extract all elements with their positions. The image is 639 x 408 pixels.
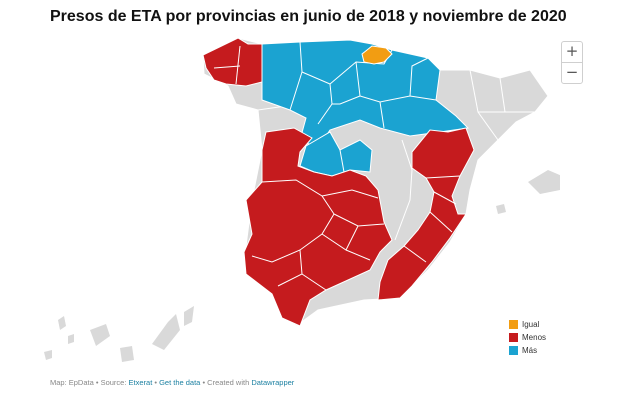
- blue-province-lines: [289, 41, 437, 173]
- southwest-province-lines: [251, 179, 385, 291]
- footer-credits: Map: EpData • Source: Etxerat • Get the …: [50, 378, 294, 387]
- legend-item-igual: Igual: [509, 318, 546, 331]
- footer-separator-data: •: [152, 378, 160, 387]
- footer-separator-source: • Source:: [93, 378, 129, 387]
- legend-item-menos: Menos: [509, 331, 546, 344]
- legend-swatch-mas: [509, 346, 518, 355]
- datawrapper-link[interactable]: Datawrapper: [251, 378, 295, 387]
- spain-provinces-map: [44, 37, 560, 362]
- legend-swatch-igual: [509, 320, 518, 329]
- grey-province-lines: [257, 69, 535, 241]
- legend: Igual Menos Más: [509, 318, 546, 357]
- region-menos-southwest: [243, 127, 393, 327]
- chart-title: Presos de ETA por provincias en junio de…: [50, 8, 567, 25]
- region-menos-east: [377, 127, 475, 301]
- map-credit: Map: EpData: [50, 378, 94, 387]
- canary-islands: [44, 306, 194, 362]
- region-igual-basque: [361, 45, 393, 65]
- balearic-mallorca: [528, 170, 560, 194]
- zoom-control: + −: [561, 41, 583, 84]
- legend-item-mas: Más: [509, 344, 546, 357]
- region-menos-galicia: [202, 37, 263, 87]
- balearic-ibiza: [496, 204, 506, 214]
- source-link[interactable]: Etxerat: [128, 378, 153, 387]
- get-data-link[interactable]: Get the data: [159, 378, 201, 387]
- footer-separator-tool: • Created with: [200, 378, 252, 387]
- legend-swatch-menos: [509, 333, 518, 342]
- legend-label-igual: Igual: [522, 320, 540, 329]
- legend-label-menos: Menos: [522, 333, 547, 342]
- legend-label-mas: Más: [522, 346, 538, 355]
- galicia-province-lines: [213, 45, 241, 85]
- zoom-in-button[interactable]: +: [565, 42, 579, 60]
- east-province-lines: [403, 175, 461, 263]
- zoom-out-button[interactable]: −: [562, 62, 582, 83]
